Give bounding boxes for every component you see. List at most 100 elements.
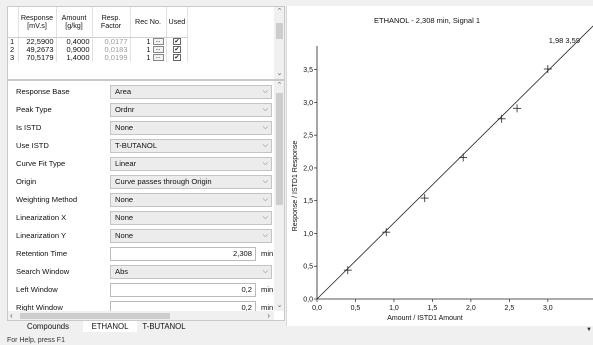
data-point-marker[interactable] — [343, 266, 352, 275]
dropdown-value: Ordnr — [115, 105, 135, 114]
dropdown-value: Area — [115, 87, 132, 96]
rec-no-cell[interactable]: 1... — [130, 53, 167, 62]
chevron-down-icon[interactable]: ⌵ — [262, 106, 268, 113]
chevron-up-icon[interactable]: ⌃ — [276, 8, 283, 15]
x-tick-label: 2,5 — [504, 305, 514, 312]
unit-label: min — [261, 249, 274, 258]
unit-label: min — [261, 285, 274, 294]
amount-cell[interactable]: 0,4000 — [56, 37, 93, 46]
tab-t-butanol[interactable]: T-BUTANOL — [142, 322, 186, 331]
y-tick-label: 3,0 — [303, 100, 313, 107]
data-point-marker[interactable] — [497, 114, 506, 123]
used-cell[interactable]: ✔ — [166, 53, 189, 62]
chevron-up-icon[interactable]: ⌃ — [276, 82, 283, 89]
column-header-used[interactable]: Used — [166, 7, 189, 38]
peak-type-dropdown[interactable]: Ordnr ⌵ — [110, 103, 272, 117]
status-bar: For Help, press F1 — [7, 337, 65, 344]
browse-button[interactable]: ... — [152, 54, 164, 62]
is-istd-dropdown[interactable]: None ⌵ — [110, 121, 272, 135]
chevron-down-icon[interactable]: ⌄ — [276, 302, 283, 309]
rec-no-cell[interactable]: 1... — [130, 45, 167, 54]
property-row-left-window: Left Window 0,2 min — [8, 281, 276, 299]
linearization-y-dropdown[interactable]: None ⌵ — [110, 229, 272, 243]
chevron-down-icon[interactable]: ⌄ — [276, 70, 283, 77]
chart-axes — [316, 46, 593, 300]
property-label: Origin — [16, 177, 37, 186]
property-label: Search Window — [16, 267, 70, 276]
linearization-x-dropdown[interactable]: None ⌵ — [110, 211, 272, 225]
column-header-resp-factor[interactable]: Resp. Factor — [92, 7, 131, 38]
property-label: Use ISTD — [16, 141, 49, 150]
response-cell[interactable]: 70,5179 — [18, 53, 57, 62]
properties-hscroll-thumb[interactable] — [20, 313, 170, 319]
dropdown-value: Curve passes through Origin — [115, 177, 212, 186]
property-label: Left Window — [16, 285, 58, 294]
used-cell[interactable]: ✔ — [166, 37, 189, 46]
column-header-rec-no[interactable]: Rec No. — [130, 7, 167, 38]
table-header-row: Response [mV.s] Amount [g/kg] Resp. Fact… — [8, 7, 189, 38]
y-tick-label: 0,5 — [303, 264, 313, 271]
used-checkbox[interactable]: ✔ — [172, 54, 181, 62]
browse-button[interactable]: ... — [152, 46, 164, 54]
curve-fit-type-dropdown[interactable]: Linear ⌵ — [110, 157, 272, 171]
x-tick-label: 0,0 — [312, 305, 322, 312]
chevron-down-icon[interactable]: ⌵ — [262, 268, 268, 275]
table-row[interactable]: 1 22,5900 0,4000 0,0177 1... ✔ — [8, 37, 189, 46]
chevron-down-icon[interactable]: ⌵ — [262, 88, 268, 95]
browse-button[interactable]: ... — [152, 38, 164, 46]
y-axis-label: Response / ISTD1 Response — [292, 141, 299, 232]
chevron-down-icon[interactable]: ⌵ — [262, 196, 268, 203]
unit-label: min — [261, 303, 274, 312]
property-row-retention-time: Retention Time 2,308 min — [8, 245, 276, 263]
table-row[interactable]: 2 49,2673 0,9000 0,0183 1... ✔ — [8, 45, 189, 54]
chevron-down-icon[interactable]: ⌵ — [262, 160, 268, 167]
tab-ethanol[interactable]: ETHANOL — [83, 321, 137, 332]
rec-no-cell[interactable]: 1... — [130, 37, 167, 46]
table-row[interactable]: 3 70,5179 1,4000 0,0199 1... ✔ — [8, 53, 189, 62]
properties-horizontal-scrollbar[interactable]: ‹ › — [8, 311, 274, 320]
chevron-down-icon[interactable]: ⌵ — [262, 232, 268, 239]
chevron-down-icon[interactable]: ⌵ — [262, 142, 268, 149]
chevron-down-icon[interactable]: ⌵ — [262, 124, 268, 131]
column-header-response[interactable]: Response [mV.s] — [18, 7, 57, 38]
data-point-marker[interactable] — [382, 228, 391, 237]
response-cell[interactable]: 22,5900 — [18, 37, 57, 46]
property-row-curve-fit-type: Curve Fit Type Linear ⌵ — [8, 155, 276, 173]
calibration-table[interactable]: Response [mV.s] Amount [g/kg] Resp. Fact… — [7, 6, 285, 80]
used-cell[interactable]: ✔ — [166, 45, 189, 54]
amount-cell[interactable]: 1,4000 — [56, 53, 93, 62]
response-base-dropdown[interactable]: Area ⌵ — [110, 85, 272, 99]
data-point-marker[interactable] — [420, 194, 429, 203]
weighting-method-dropdown[interactable]: None ⌵ — [110, 193, 272, 207]
chart-panel-menu-icon[interactable]: ▼ — [586, 327, 592, 333]
chevron-left-icon[interactable]: ‹ — [10, 311, 13, 320]
used-checkbox[interactable]: ✔ — [172, 38, 181, 46]
column-header-amount[interactable]: Amount [g/kg] — [56, 7, 93, 38]
use-istd-dropdown[interactable]: T-BUTANOL ⌵ — [110, 139, 272, 153]
left-window-input[interactable]: 0,2 — [110, 283, 256, 297]
properties-vertical-scrollbar[interactable]: ⌃ ⌄ — [274, 81, 284, 311]
origin-dropdown[interactable]: Curve passes through Origin ⌵ — [110, 175, 272, 189]
amount-cell[interactable]: 0,9000 — [56, 45, 93, 54]
retention-time-input[interactable]: 2,308 — [110, 247, 256, 261]
calibration-curve-chart[interactable]: ETHANOL - 2,308 min, Signal 1 1,98 3,59 … — [286, 6, 593, 326]
chevron-down-icon[interactable]: ⌵ — [262, 214, 268, 221]
chevron-down-icon[interactable]: ⌵ — [262, 178, 268, 185]
data-point-marker[interactable] — [543, 65, 552, 74]
data-point-marker[interactable] — [513, 104, 522, 113]
properties-scroll-thumb[interactable] — [276, 93, 283, 205]
property-label: Weighting Method — [16, 195, 78, 204]
property-row-peak-type: Peak Type Ordnr ⌵ — [8, 101, 276, 119]
data-point-marker[interactable] — [459, 153, 468, 162]
row-index: 2 — [8, 45, 19, 54]
table-vertical-scrollbar[interactable]: ⌃ ⌄ — [274, 7, 284, 79]
response-cell[interactable]: 49,2673 — [18, 45, 57, 54]
chevron-right-icon[interactable]: › — [267, 311, 270, 320]
y-tick-label: 1,5 — [303, 198, 313, 205]
tab-compounds[interactable]: Compounds — [26, 322, 70, 331]
search-window-dropdown[interactable]: Abs ⌵ — [110, 265, 272, 279]
resp-factor-cell: 0,0177 — [92, 37, 131, 46]
table-scroll-thumb[interactable] — [276, 23, 283, 39]
used-checkbox[interactable]: ✔ — [172, 46, 181, 54]
x-tick-label: 2,0 — [466, 305, 476, 312]
